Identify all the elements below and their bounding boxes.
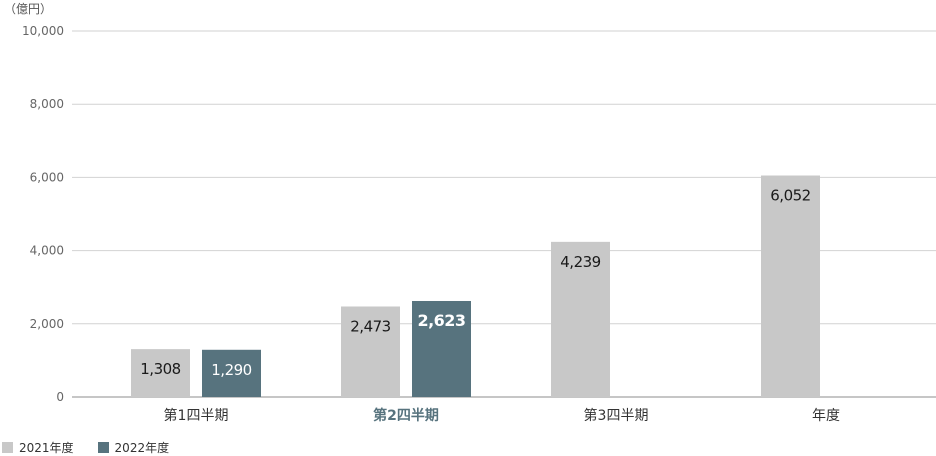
legend-swatch-2022	[97, 441, 109, 453]
y-tick-label: 2,000	[30, 317, 64, 331]
bar	[412, 300, 471, 397]
y-axis: 0 2,000 4,000 6,000 8,000 10,000	[22, 24, 64, 404]
x-tick-label: 年度	[812, 408, 840, 424]
bar	[131, 349, 190, 397]
y-tick-label: 0	[56, 390, 64, 404]
legend-label-2021: 2021年度	[19, 440, 74, 455]
x-axis: 第1四半期 第2四半期 第3四半期 年度	[164, 407, 840, 424]
legend-item-2022: 2022年度	[97, 439, 170, 456]
x-tick-label: 第1四半期	[164, 407, 229, 424]
data-label: 1,308	[140, 360, 180, 378]
y-tick-label: 4,000	[30, 244, 64, 258]
y-tick-label: 6,000	[30, 170, 64, 184]
x-tick-label: 第3四半期	[584, 407, 649, 424]
data-label: 2,623	[417, 311, 465, 330]
bar	[761, 175, 820, 397]
data-label: 6,052	[770, 186, 810, 204]
bar	[341, 306, 400, 397]
legend: 2021年度 2022年度	[2, 438, 193, 456]
bar	[202, 349, 261, 397]
data-label: 4,239	[560, 253, 600, 271]
legend-label-2022: 2022年度	[114, 440, 170, 455]
bars: 1,308 1,290 2,473 2,623 4,239 6,052	[131, 175, 820, 397]
y-tick-label: 10,000	[22, 24, 64, 38]
unit-label: （億円）	[4, 2, 52, 16]
data-label: 2,473	[350, 317, 390, 335]
legend-item-2021: 2021年度	[2, 439, 74, 456]
bar	[551, 241, 610, 397]
legend-swatch-2021	[2, 441, 13, 453]
data-label: 1,290	[211, 361, 251, 379]
x-tick-label: 第2四半期	[373, 407, 439, 424]
y-tick-label: 8,000	[30, 97, 64, 111]
